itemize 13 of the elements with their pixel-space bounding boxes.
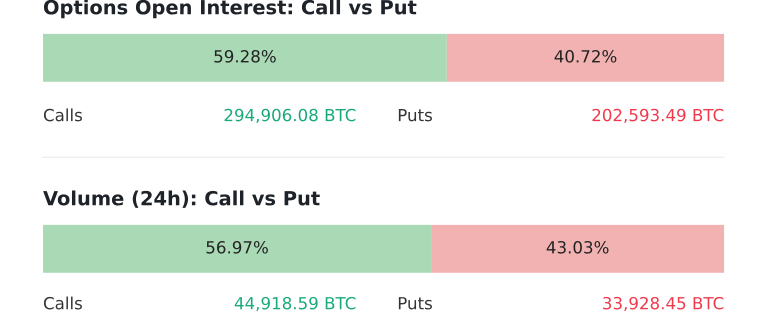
chart-title: Volume (24h): Call vs Put	[43, 190, 320, 208]
text: Calls	[44, 108, 82, 122]
data-label: 43.03%	[546, 241, 609, 254]
data-label: 59.28%	[214, 50, 276, 63]
text: 202,593.49 BTC	[592, 108, 724, 124]
text: Puts	[398, 108, 432, 122]
text: Calls	[44, 296, 82, 310]
text: 294,906.08 BTC	[224, 108, 356, 124]
text: Puts	[398, 297, 432, 310]
text: 44,918.59 BTC	[234, 296, 356, 312]
data-label: 40.72%	[554, 50, 616, 63]
data-label: 56.97%	[206, 241, 268, 254]
text: 33,928.45 BTC	[603, 296, 724, 312]
